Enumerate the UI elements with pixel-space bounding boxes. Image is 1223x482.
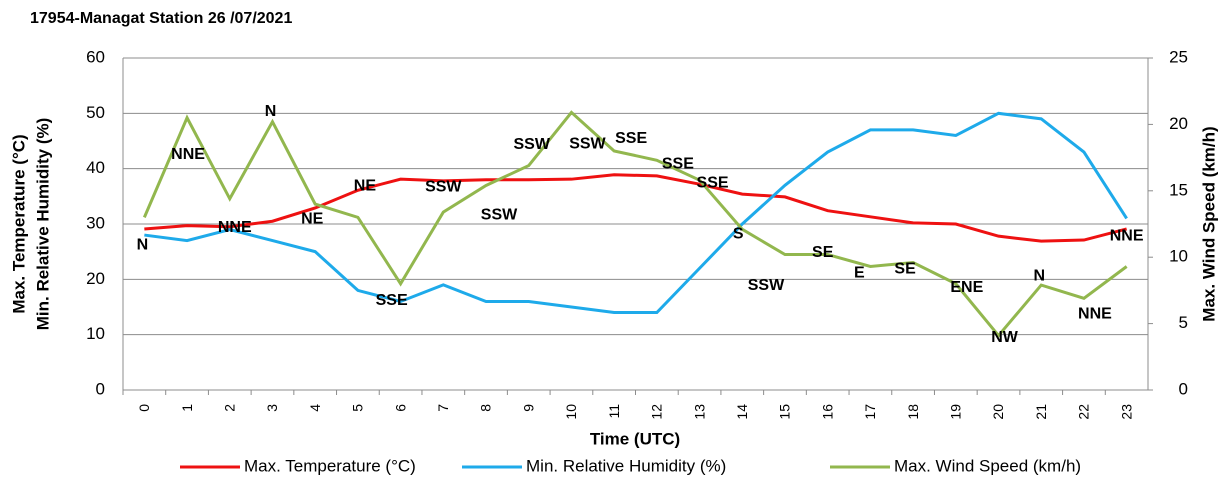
wind-direction: SE — [894, 261, 916, 278]
wind-direction: NE — [354, 178, 377, 195]
x-tick-label: 18 — [905, 404, 921, 420]
y2-tick-label: 0 — [1179, 379, 1188, 398]
wind-direction: N — [137, 237, 149, 254]
wind-direction: SSW — [514, 136, 551, 153]
x-tick-label: 7 — [435, 404, 451, 412]
x-tick-label: 9 — [520, 404, 536, 412]
x-tick-label: 22 — [1076, 404, 1092, 420]
wind-direction: SE — [812, 244, 834, 261]
legend-label: Min. Relative Humidity (%) — [526, 456, 726, 475]
x-tick-label: 10 — [563, 404, 579, 420]
x-tick-label: 2 — [221, 404, 237, 412]
wind-direction: NNE — [171, 146, 205, 163]
y-tick-label: 30 — [86, 213, 105, 232]
wind-direction: N — [265, 103, 277, 120]
wind-direction: E — [854, 265, 865, 282]
x-tick-label: 20 — [990, 404, 1006, 420]
wind-direction: SSW — [425, 178, 462, 195]
wind-direction: SSW — [481, 207, 518, 224]
x-tick-label: 12 — [649, 404, 665, 420]
y-axis-label: Max. Temperature (°C) — [9, 134, 28, 313]
x-tick-label: 17 — [862, 404, 878, 420]
y-tick-label: 0 — [96, 379, 105, 398]
legend-label: Max. Temperature (°C) — [244, 456, 416, 475]
y2-axis-label: Max. Wind Speed (km/h) — [1199, 126, 1218, 321]
y-tick-label: 50 — [86, 103, 105, 122]
wind-direction: SSE — [376, 292, 408, 309]
wind-direction: NW — [991, 329, 1019, 346]
y2-tick-label: 10 — [1169, 247, 1188, 266]
x-tick-label: 19 — [948, 404, 964, 420]
x-tick-label: 23 — [1118, 404, 1134, 420]
wind-direction: NNE — [1078, 306, 1112, 323]
wind-direction: SSE — [662, 155, 694, 172]
y-tick-label: 60 — [86, 47, 105, 66]
x-tick-label: 0 — [136, 404, 152, 412]
x-tick-label: 5 — [350, 404, 366, 412]
line-series — [142, 110, 1128, 338]
y2-tick-label: 25 — [1169, 47, 1188, 66]
line-series — [144, 111, 1128, 315]
wind-direction: N — [1033, 267, 1045, 284]
wind-direction: SSW — [748, 277, 785, 294]
x-tick-label: 11 — [606, 404, 622, 419]
legend-label: Max. Wind Speed (km/h) — [894, 456, 1081, 475]
y-tick-label: 20 — [86, 269, 105, 288]
y2-tick-label: 5 — [1179, 313, 1188, 332]
y-axis-label: Min. Relative Humidity (%) — [33, 118, 52, 331]
wind-direction: ENE — [950, 279, 983, 296]
x-tick-label: 3 — [264, 404, 280, 412]
wind-direction: SSE — [697, 174, 729, 191]
wind-direction: NNE — [1110, 228, 1144, 245]
wind-direction: NE — [301, 210, 324, 227]
wind-direction: S — [733, 226, 744, 243]
wind-direction: NNE — [218, 219, 252, 236]
y-tick-label: 40 — [86, 158, 105, 177]
y-tick-label: 10 — [86, 324, 105, 343]
chart-title: 17954-Managat Station 26 /07/2021 — [30, 10, 292, 27]
x-tick-label: 13 — [691, 404, 707, 420]
x-tick-label: 21 — [1033, 404, 1049, 420]
x-tick-label: 1 — [179, 404, 195, 412]
line-series — [144, 173, 1128, 243]
x-tick-label: 6 — [392, 404, 408, 412]
x-tick-label: 4 — [307, 404, 323, 412]
x-tick-label: 14 — [734, 404, 750, 420]
wind-direction: SSW — [569, 136, 606, 153]
x-axis-label: Time (UTC) — [590, 429, 680, 448]
y2-tick-label: 15 — [1169, 180, 1188, 199]
x-tick-label: 15 — [777, 404, 793, 420]
y2-tick-label: 20 — [1169, 114, 1188, 133]
x-tick-label: 16 — [819, 404, 835, 420]
wind-direction: SSE — [615, 130, 647, 147]
x-tick-label: 8 — [478, 404, 494, 412]
